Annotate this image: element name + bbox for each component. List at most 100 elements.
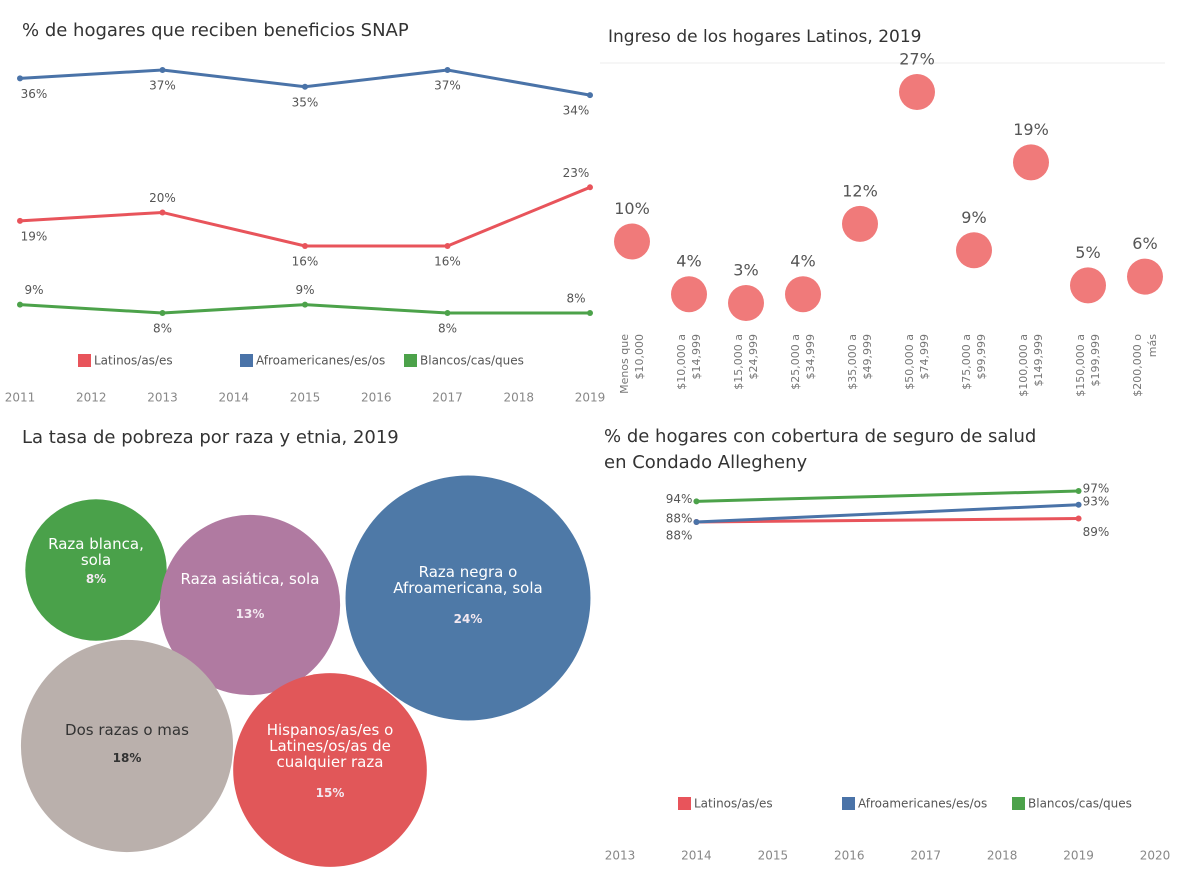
legend-label: Afroamericanes/es/os bbox=[858, 797, 987, 811]
point bbox=[587, 184, 593, 191]
bubble-label: Raza asiática, sola bbox=[180, 570, 320, 588]
legend-swatch bbox=[404, 354, 417, 367]
data-label: 37% bbox=[434, 79, 461, 93]
bubble-value: 13% bbox=[235, 607, 265, 621]
x-tick-label: 2017 bbox=[910, 849, 941, 863]
data-label: 16% bbox=[434, 254, 461, 268]
line bbox=[696, 503, 1079, 524]
x-tick-label: 2017 bbox=[432, 391, 463, 405]
x-tick-label: 2012 bbox=[76, 391, 107, 405]
data-label: 34% bbox=[563, 104, 590, 118]
legend-label: Latinos/as/es bbox=[94, 354, 173, 368]
bubble bbox=[25, 499, 167, 641]
x-tick-label: $75,000 a $99,999 bbox=[960, 334, 988, 390]
point bbox=[587, 310, 593, 316]
line bbox=[696, 489, 1079, 503]
x-tick-label: $10,000 a $14,999 bbox=[675, 334, 703, 390]
data-label: 93% bbox=[1083, 494, 1110, 508]
data-label: 37% bbox=[149, 79, 176, 93]
point bbox=[17, 301, 23, 308]
point bbox=[444, 67, 451, 73]
point bbox=[693, 519, 700, 525]
data-label: 20% bbox=[149, 191, 176, 205]
point bbox=[159, 209, 166, 216]
legend-label: Latinos/as/es bbox=[694, 797, 773, 811]
data-label: 9% bbox=[961, 208, 986, 227]
data-label: 9% bbox=[295, 283, 314, 297]
bubble-label: Dos razas o mas bbox=[65, 721, 189, 739]
point bbox=[159, 310, 166, 316]
point bbox=[159, 67, 166, 73]
x-tick-label: 2018 bbox=[503, 391, 534, 405]
dot bbox=[956, 232, 992, 269]
point bbox=[587, 92, 593, 99]
x-tick-label: $50,000 a $74,999 bbox=[903, 334, 931, 390]
data-label: 88% bbox=[666, 512, 693, 526]
data-label: 94% bbox=[666, 492, 693, 506]
x-tick-label: $15,000 a $24,999 bbox=[732, 334, 760, 390]
data-label: 97% bbox=[1083, 482, 1110, 496]
chart-title: % de hogares con cobertura de seguro de … bbox=[604, 426, 1037, 473]
dot bbox=[671, 276, 707, 313]
data-label: 8% bbox=[153, 322, 172, 336]
data-label: 4% bbox=[676, 252, 701, 271]
chart-title: % de hogares que reciben beneficios SNAP bbox=[22, 20, 409, 41]
point bbox=[1075, 515, 1082, 522]
dot bbox=[1070, 267, 1106, 304]
data-label: 10% bbox=[614, 199, 650, 218]
bubble-value: 8% bbox=[85, 572, 107, 586]
dot bbox=[1013, 144, 1049, 181]
dot bbox=[1127, 258, 1163, 295]
point bbox=[1075, 501, 1082, 508]
x-tick-label: $25,000 a $34,999 bbox=[789, 334, 817, 390]
x-tick-label: 2011 bbox=[5, 391, 36, 405]
x-tick-label: 2015 bbox=[290, 391, 321, 405]
line bbox=[19, 68, 591, 97]
point bbox=[17, 217, 23, 224]
line bbox=[696, 517, 1079, 524]
data-label: 35% bbox=[292, 95, 319, 109]
x-tick-label: 2016 bbox=[834, 849, 865, 863]
legend-label: Blancos/cas/ques bbox=[420, 354, 524, 368]
bubble-value: 15% bbox=[315, 786, 345, 800]
point bbox=[444, 242, 451, 249]
bubble bbox=[233, 673, 427, 867]
point bbox=[17, 75, 23, 82]
point bbox=[1075, 488, 1082, 494]
data-label: 3% bbox=[733, 261, 758, 280]
dot bbox=[899, 74, 935, 110]
data-label: 4% bbox=[790, 252, 815, 271]
x-tick-label: 2019 bbox=[575, 391, 606, 405]
legend-swatch bbox=[1012, 797, 1025, 810]
dot bbox=[842, 205, 878, 242]
bubble-label: Raza blanca, sola bbox=[48, 535, 144, 569]
x-tick-label: Menos que $10,000 bbox=[618, 334, 646, 394]
bubble-value: 24% bbox=[453, 612, 483, 626]
legend-label: Afroamericanes/es/os bbox=[256, 354, 385, 368]
bubble bbox=[345, 475, 591, 721]
data-label: 89% bbox=[1083, 525, 1110, 539]
line bbox=[19, 185, 591, 248]
x-tick-label: 2013 bbox=[605, 849, 636, 863]
x-tick-label: 2018 bbox=[987, 849, 1018, 863]
bubble bbox=[20, 639, 234, 853]
dot bbox=[785, 276, 821, 313]
x-tick-label: $100,000 a $149,999 bbox=[1017, 334, 1045, 397]
x-tick-label: $150,000 a $199,999 bbox=[1074, 334, 1102, 397]
data-label: 88% bbox=[666, 529, 693, 543]
x-tick-label: 2014 bbox=[218, 391, 249, 405]
legend-swatch bbox=[678, 797, 691, 810]
x-tick-label: 2016 bbox=[361, 391, 392, 405]
data-label: 16% bbox=[292, 254, 319, 268]
x-tick-label: 2020 bbox=[1140, 849, 1171, 863]
point bbox=[693, 498, 700, 505]
data-label: 6% bbox=[1132, 234, 1157, 253]
data-label: 19% bbox=[1013, 120, 1049, 139]
bubble-value: 18% bbox=[112, 751, 142, 765]
data-label: 27% bbox=[899, 50, 935, 69]
bubble bbox=[159, 514, 341, 696]
chart-title: La tasa de pobreza por raza y etnia, 201… bbox=[22, 427, 399, 448]
data-label: 23% bbox=[563, 166, 590, 180]
